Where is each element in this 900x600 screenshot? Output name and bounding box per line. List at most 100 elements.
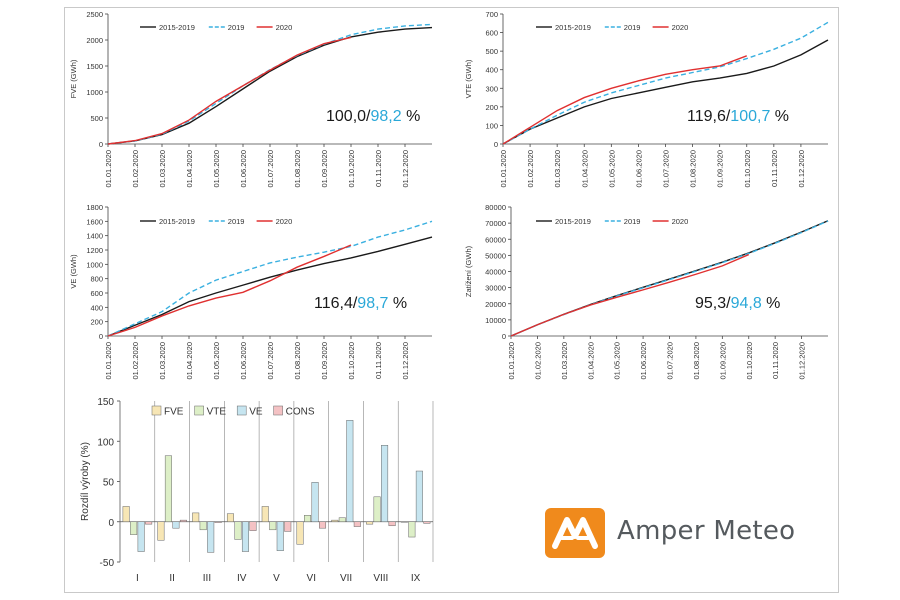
x-tick-label: 01.03.2020 — [158, 150, 167, 188]
x-tick-label: 01.10.2020 — [745, 342, 754, 380]
y-axis-label: FVE (GWh) — [69, 59, 78, 98]
x-tick-label: 01.01.2020 — [104, 150, 113, 188]
x-tick-label: 01.05.2020 — [607, 150, 616, 188]
x-tick-label: 01.12.2020 — [798, 342, 807, 380]
annotation-black: 119,6/ — [687, 108, 731, 125]
x-tick-label: 01.11.2020 — [374, 150, 383, 187]
line-chart-3: 0 200 400 600 800 1000 1200 1400 1600 1800 01.01.2… — [69, 203, 433, 380]
x-tick-label: 01.05.2020 — [212, 342, 221, 380]
x-tick-label: 01.09.2020 — [718, 342, 727, 380]
y-tick-label: 40000 — [485, 268, 506, 277]
legend-label: 2015-2019 — [555, 217, 591, 226]
series-line-2015-2019 — [510, 220, 829, 337]
percent-annotation: 119,6/100,7 % — [687, 108, 789, 125]
y-tick-label: 50000 — [485, 251, 506, 260]
x-tick-label: 01.06.2020 — [239, 342, 248, 380]
bar-FVE-IV — [226, 513, 234, 523]
y-tick-label: 1500 — [86, 62, 103, 71]
y-tick-label: 50 — [103, 478, 115, 489]
series-line-2020 — [107, 36, 352, 145]
line-chart-1: 0 500 1000 1500 2000 2500 01.01.2020 01.02.2020… — [69, 10, 433, 188]
x-tick-label: 01.07.2020 — [666, 342, 675, 380]
x-tick-label: 01.02.2020 — [526, 150, 535, 188]
x-tick-label: 01.09.2020 — [320, 342, 329, 380]
legend-label: 2019 — [228, 23, 245, 32]
category-label: VI — [307, 573, 316, 584]
series-line-2019 — [107, 23, 433, 145]
x-tick-label: 01.08.2020 — [293, 342, 302, 380]
x-tick-label: 01.04.2020 — [185, 150, 194, 188]
x-tick-label: 01.01.2020 — [507, 342, 516, 380]
legend-label: 2020 — [276, 23, 293, 32]
x-tick-label: 01.10.2020 — [743, 150, 752, 188]
x-tick-label: 01.03.2020 — [553, 150, 562, 188]
x-tick-label: 01.03.2020 — [158, 342, 167, 380]
x-tick-label: 01.01.2020 — [499, 150, 508, 188]
bar-VTE-V — [269, 521, 277, 531]
bar-FVE-IX — [400, 521, 408, 523]
y-tick-label: 80000 — [485, 203, 506, 212]
x-tick-label: 01.11.2020 — [770, 150, 779, 187]
amper-meteo-logo: Amper Meteo — [545, 508, 795, 558]
y-tick-label: 10000 — [485, 316, 506, 325]
y-tick-label: 800 — [90, 275, 103, 284]
x-tick-label: 01.07.2020 — [662, 150, 671, 188]
legend-label: 2015-2019 — [555, 23, 591, 32]
category-label: VIII — [373, 573, 388, 584]
annotation-black: 95,3/ — [695, 295, 731, 312]
bar-FVE-III — [192, 512, 200, 523]
legend-label: 2019 — [624, 217, 641, 226]
x-tick-label: 01.11.2020 — [374, 342, 383, 379]
y-tick-label: 1000 — [86, 88, 103, 97]
series-line-2020 — [502, 55, 747, 145]
bar-VTE-II — [164, 455, 172, 522]
y-tick-label: 20000 — [485, 300, 506, 309]
series-line-2019 — [107, 220, 433, 337]
y-tick-label: 200 — [90, 318, 103, 327]
x-tick-label: 01.09.2020 — [716, 150, 725, 188]
y-tick-label: 0 — [99, 140, 103, 149]
bar-FVE-VII — [331, 519, 339, 523]
x-tick-label: 01.04.2020 — [586, 342, 595, 380]
bar-CONS-V — [284, 521, 292, 532]
bar-CONS-III — [214, 521, 222, 523]
y-axis-label: Zatížení (GWh) — [464, 245, 473, 297]
y-tick-label: -50 — [100, 558, 115, 569]
legend-label: 2015-2019 — [159, 23, 195, 32]
category-label: II — [169, 573, 175, 584]
x-tick-label: 01.07.2020 — [266, 342, 275, 380]
legend-label: CONS — [286, 407, 315, 418]
legend-label: 2020 — [672, 217, 689, 226]
legend-swatch — [194, 405, 204, 416]
bar-VTE-VI — [304, 515, 312, 522]
bar-VE-IV — [241, 521, 249, 552]
bar-FVE-VIII — [366, 521, 374, 525]
x-tick-label: 01.02.2020 — [131, 342, 140, 380]
bar-FVE-I — [122, 506, 130, 522]
y-tick-label: 2500 — [86, 10, 103, 19]
x-tick-label: 01.02.2020 — [131, 150, 140, 188]
x-tick-label: 01.08.2020 — [293, 150, 302, 188]
y-tick-label: 1600 — [86, 217, 103, 226]
category-label: VII — [340, 573, 352, 584]
annotation-suffix: % — [770, 108, 789, 125]
x-tick-label: 01.06.2020 — [239, 150, 248, 188]
line-chart-4: 0 10000 20000 30000 40000 50000 60000 70000 8000… — [464, 203, 829, 380]
x-tick-label: 01.04.2020 — [580, 150, 589, 188]
bar-VTE-III — [199, 521, 207, 531]
x-tick-label: 01.03.2020 — [560, 342, 569, 380]
y-tick-label: 1200 — [86, 246, 103, 255]
percent-annotation: 100,0/98,2 % — [326, 108, 420, 125]
bar-CONS-II — [179, 519, 187, 523]
y-tick-label: 1400 — [86, 232, 103, 241]
y-tick-label: 0 — [108, 518, 114, 529]
bar-VE-I — [137, 521, 145, 552]
bar-VE-II — [172, 521, 180, 529]
x-tick-label: 01.02.2020 — [533, 342, 542, 380]
y-tick-label: 500 — [90, 114, 103, 123]
y-tick-label: 0 — [502, 332, 506, 341]
y-axis-label: VTE (GWh) — [464, 59, 473, 98]
series-line-2020 — [107, 244, 352, 337]
annotation-blue: 98,7 — [357, 295, 388, 312]
